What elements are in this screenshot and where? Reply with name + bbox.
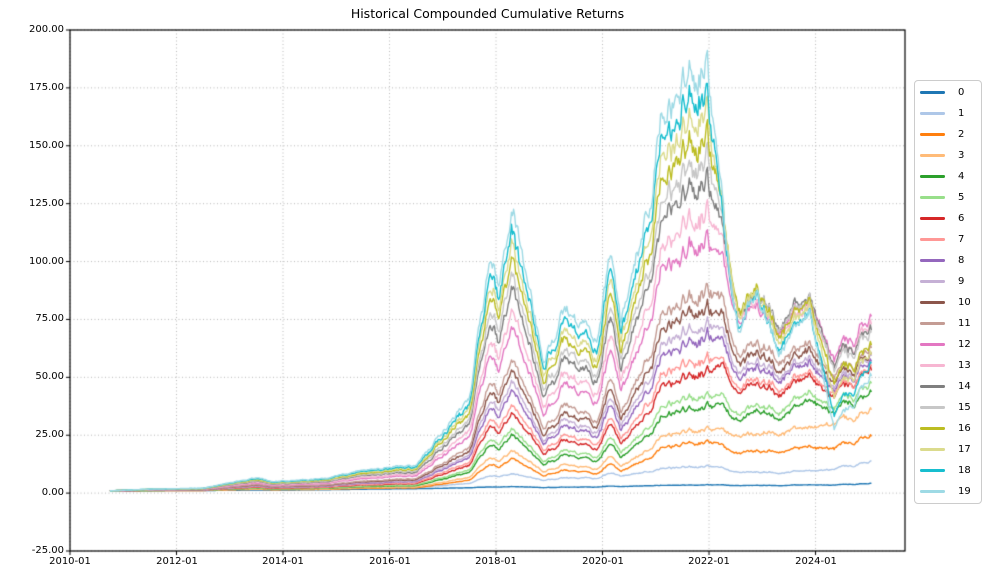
legend-entry-label: 7 [958, 234, 965, 245]
legend-line-sample [920, 154, 945, 157]
y-axis-tick-label: 100.00 [29, 256, 64, 267]
x-axis-tick-label: 2010-01 [49, 556, 91, 567]
legend-entry: 1 [915, 103, 981, 124]
legend-line-sample [920, 406, 945, 409]
legend-line-sample [920, 133, 945, 136]
legend-entry: 13 [915, 355, 981, 376]
legend-entry: 9 [915, 271, 981, 292]
legend-entry: 0 [915, 82, 981, 103]
legend-line-sample [920, 385, 945, 388]
legend-entry: 14 [915, 376, 981, 397]
legend-line-sample [920, 448, 945, 451]
legend-line-sample [920, 364, 945, 367]
legend-line-sample [920, 322, 945, 325]
x-axis-tick-label: 2016-01 [369, 556, 411, 567]
legend-entry: 4 [915, 166, 981, 187]
y-axis-tick-label: 0.00 [41, 487, 64, 498]
legend-entry: 2 [915, 124, 981, 145]
legend-entry-label: 4 [958, 171, 965, 182]
legend-entry: 17 [915, 439, 981, 460]
legend-entry: 18 [915, 460, 981, 481]
legend-line-sample [920, 427, 945, 430]
legend-entry: 12 [915, 334, 981, 355]
legend-entry-label: 15 [958, 402, 971, 413]
legend-entry: 11 [915, 313, 981, 334]
x-axis-tick-label: 2014-01 [262, 556, 304, 567]
legend-entry-label: 0 [958, 87, 965, 98]
legend-entry-label: 14 [958, 381, 971, 392]
legend-entry-label: 11 [958, 318, 971, 329]
legend-line-sample [920, 217, 945, 220]
y-axis-tick-label: 125.00 [29, 198, 64, 209]
legend-line-sample [920, 343, 945, 346]
legend: 0 1 2 3 4 5 6 7 8 9 10 11 12 13 14 15 16 17 18 19 [914, 80, 982, 504]
legend-entry-label: 17 [958, 444, 971, 455]
chart-title: Historical Compounded Cumulative Returns [350, 6, 625, 21]
y-axis-tick-label: 50.00 [35, 371, 64, 382]
legend-entry-label: 1 [958, 108, 965, 119]
legend-entry-label: 2 [958, 129, 965, 140]
legend-entry-label: 18 [958, 465, 971, 476]
legend-entry: 7 [915, 229, 981, 250]
legend-line-sample [920, 175, 945, 178]
legend-entry-label: 12 [958, 339, 971, 350]
y-axis-tick-label: 25.00 [35, 429, 64, 440]
x-axis-tick-label: 2022-01 [688, 556, 730, 567]
legend-line-sample [920, 469, 945, 472]
legend-entry-label: 3 [958, 150, 965, 161]
y-axis-tick-label: -25.00 [31, 545, 64, 556]
legend-entry-label: 13 [958, 360, 971, 371]
legend-entry: 8 [915, 250, 981, 271]
legend-entry: 16 [915, 418, 981, 439]
x-axis-tick-label: 2018-01 [475, 556, 517, 567]
legend-line-sample [920, 490, 945, 493]
y-axis-tick-label: 200.00 [29, 24, 64, 35]
legend-line-sample [920, 196, 945, 199]
legend-entry-label: 8 [958, 255, 965, 266]
legend-entry: 5 [915, 187, 981, 208]
legend-entry-label: 6 [958, 213, 965, 224]
x-axis-tick-label: 2012-01 [156, 556, 198, 567]
legend-line-sample [920, 112, 945, 115]
legend-line-sample [920, 280, 945, 283]
legend-entry: 10 [915, 292, 981, 313]
x-axis-tick-label: 2024-01 [795, 556, 837, 567]
legend-line-sample [920, 301, 945, 304]
legend-entry: 19 [915, 481, 981, 502]
legend-entry-label: 19 [958, 486, 971, 497]
legend-entry-label: 16 [958, 423, 971, 434]
legend-entry-label: 9 [958, 276, 965, 287]
legend-line-sample [920, 238, 945, 241]
legend-entry: 15 [915, 397, 981, 418]
legend-line-sample [920, 259, 945, 262]
y-axis-tick-label: 175.00 [29, 82, 64, 93]
legend-entry-label: 5 [958, 192, 965, 203]
legend-entry: 3 [915, 145, 981, 166]
legend-entry-label: 10 [958, 297, 971, 308]
x-axis-tick-label: 2020-01 [582, 556, 624, 567]
y-axis-tick-label: 150.00 [29, 140, 64, 151]
y-axis-tick-label: 75.00 [35, 313, 64, 324]
legend-entry: 6 [915, 208, 981, 229]
legend-line-sample [920, 91, 945, 94]
